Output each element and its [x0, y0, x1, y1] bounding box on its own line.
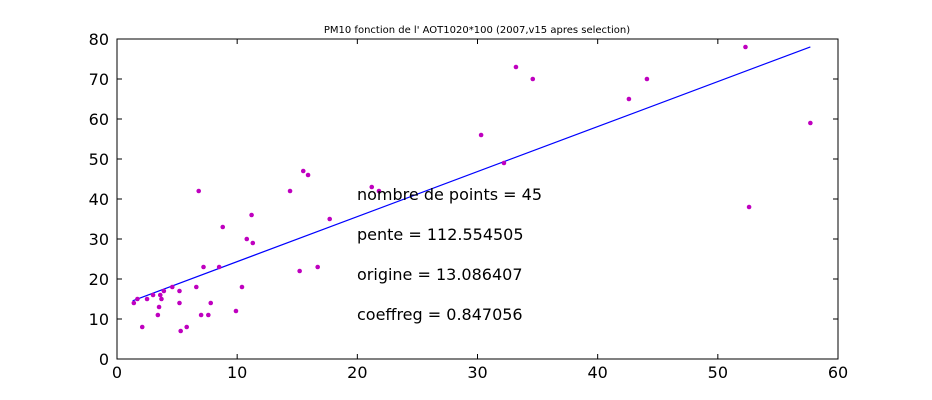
y-tick-label: 80 — [89, 30, 109, 49]
data-point — [300, 168, 306, 174]
x-tick-label: 10 — [227, 363, 247, 382]
data-point — [159, 296, 164, 302]
data-point — [478, 132, 484, 138]
x-tick-label: 0 — [112, 363, 122, 382]
data-point — [743, 44, 748, 50]
y-tick-label: 10 — [89, 310, 109, 329]
data-point — [376, 188, 382, 194]
annotation-intercept: origine = 13.086407 — [357, 265, 523, 284]
data-point — [161, 288, 167, 294]
data-point — [177, 288, 182, 294]
regression-line — [132, 46, 811, 302]
data-point — [249, 212, 254, 218]
data-point — [297, 268, 302, 274]
x-tick-label: 30 — [467, 363, 487, 382]
data-point — [131, 300, 137, 306]
data-point — [194, 284, 199, 290]
data-point — [746, 204, 752, 210]
y-tick-label: 40 — [89, 190, 109, 209]
data-point — [250, 240, 256, 246]
axis-ticks: 0 10 20 30 40 50 60 0 10 20 30 40 50 60 70 80 — [89, 30, 849, 382]
chart-title: PM10 fonction de l' AOT1020*100 (2007,v1… — [324, 25, 630, 36]
data-point — [287, 188, 293, 194]
axes-frame — [116, 38, 839, 360]
x-tick-label: 50 — [708, 363, 728, 382]
data-point — [644, 76, 650, 82]
data-point — [513, 64, 519, 70]
data-point — [201, 264, 206, 270]
y-tick-label: 60 — [89, 110, 109, 129]
data-point — [198, 312, 204, 318]
y-tick-label: 30 — [89, 230, 109, 249]
data-point — [135, 296, 140, 302]
data-point — [369, 184, 375, 190]
data-point — [315, 264, 320, 270]
x-tick-label: 40 — [587, 363, 607, 382]
annotation-correlation: coeffreg = 0.847056 — [357, 305, 523, 324]
data-point — [206, 312, 211, 318]
data-point — [220, 224, 226, 230]
data-point — [808, 120, 813, 126]
y-tick-label: 20 — [89, 270, 109, 289]
y-tick-label: 70 — [89, 70, 109, 89]
data-point — [327, 216, 332, 222]
data-point — [216, 264, 222, 270]
data-point — [530, 76, 536, 82]
data-point — [144, 296, 150, 302]
data-point — [233, 308, 239, 314]
data-point — [157, 292, 163, 298]
annotation-point-count: nombre de points = 45 — [357, 185, 542, 204]
data-point — [139, 324, 145, 330]
data-point — [156, 304, 162, 310]
data-point — [501, 160, 507, 166]
x-tick-label: 20 — [347, 363, 367, 382]
data-point — [177, 300, 182, 306]
data-point — [208, 300, 214, 306]
data-point — [196, 188, 202, 194]
annotations: nombre de points = 45 pente = 112.554505… — [357, 185, 542, 324]
x-tick-label: 60 — [828, 363, 848, 382]
y-tick-label: 50 — [89, 150, 109, 169]
plot-area — [131, 44, 813, 334]
annotation-slope: pente = 112.554505 — [357, 225, 524, 244]
data-point — [155, 312, 161, 318]
data-point — [184, 324, 189, 330]
data-point — [244, 236, 250, 242]
data-point — [626, 96, 632, 102]
data-point — [150, 292, 156, 298]
y-tick-label: 0 — [99, 350, 109, 369]
data-point — [305, 172, 311, 178]
data-point — [239, 284, 245, 290]
data-point — [169, 284, 175, 290]
data-point — [178, 328, 183, 334]
